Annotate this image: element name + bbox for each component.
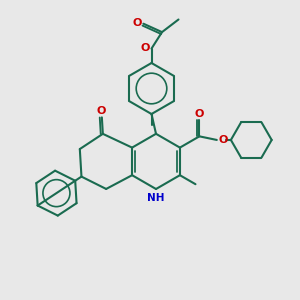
Text: O: O xyxy=(218,135,227,145)
Text: NH: NH xyxy=(147,193,165,203)
Text: O: O xyxy=(97,106,106,116)
Text: O: O xyxy=(195,109,204,119)
Text: O: O xyxy=(140,43,150,53)
Text: O: O xyxy=(133,17,142,28)
